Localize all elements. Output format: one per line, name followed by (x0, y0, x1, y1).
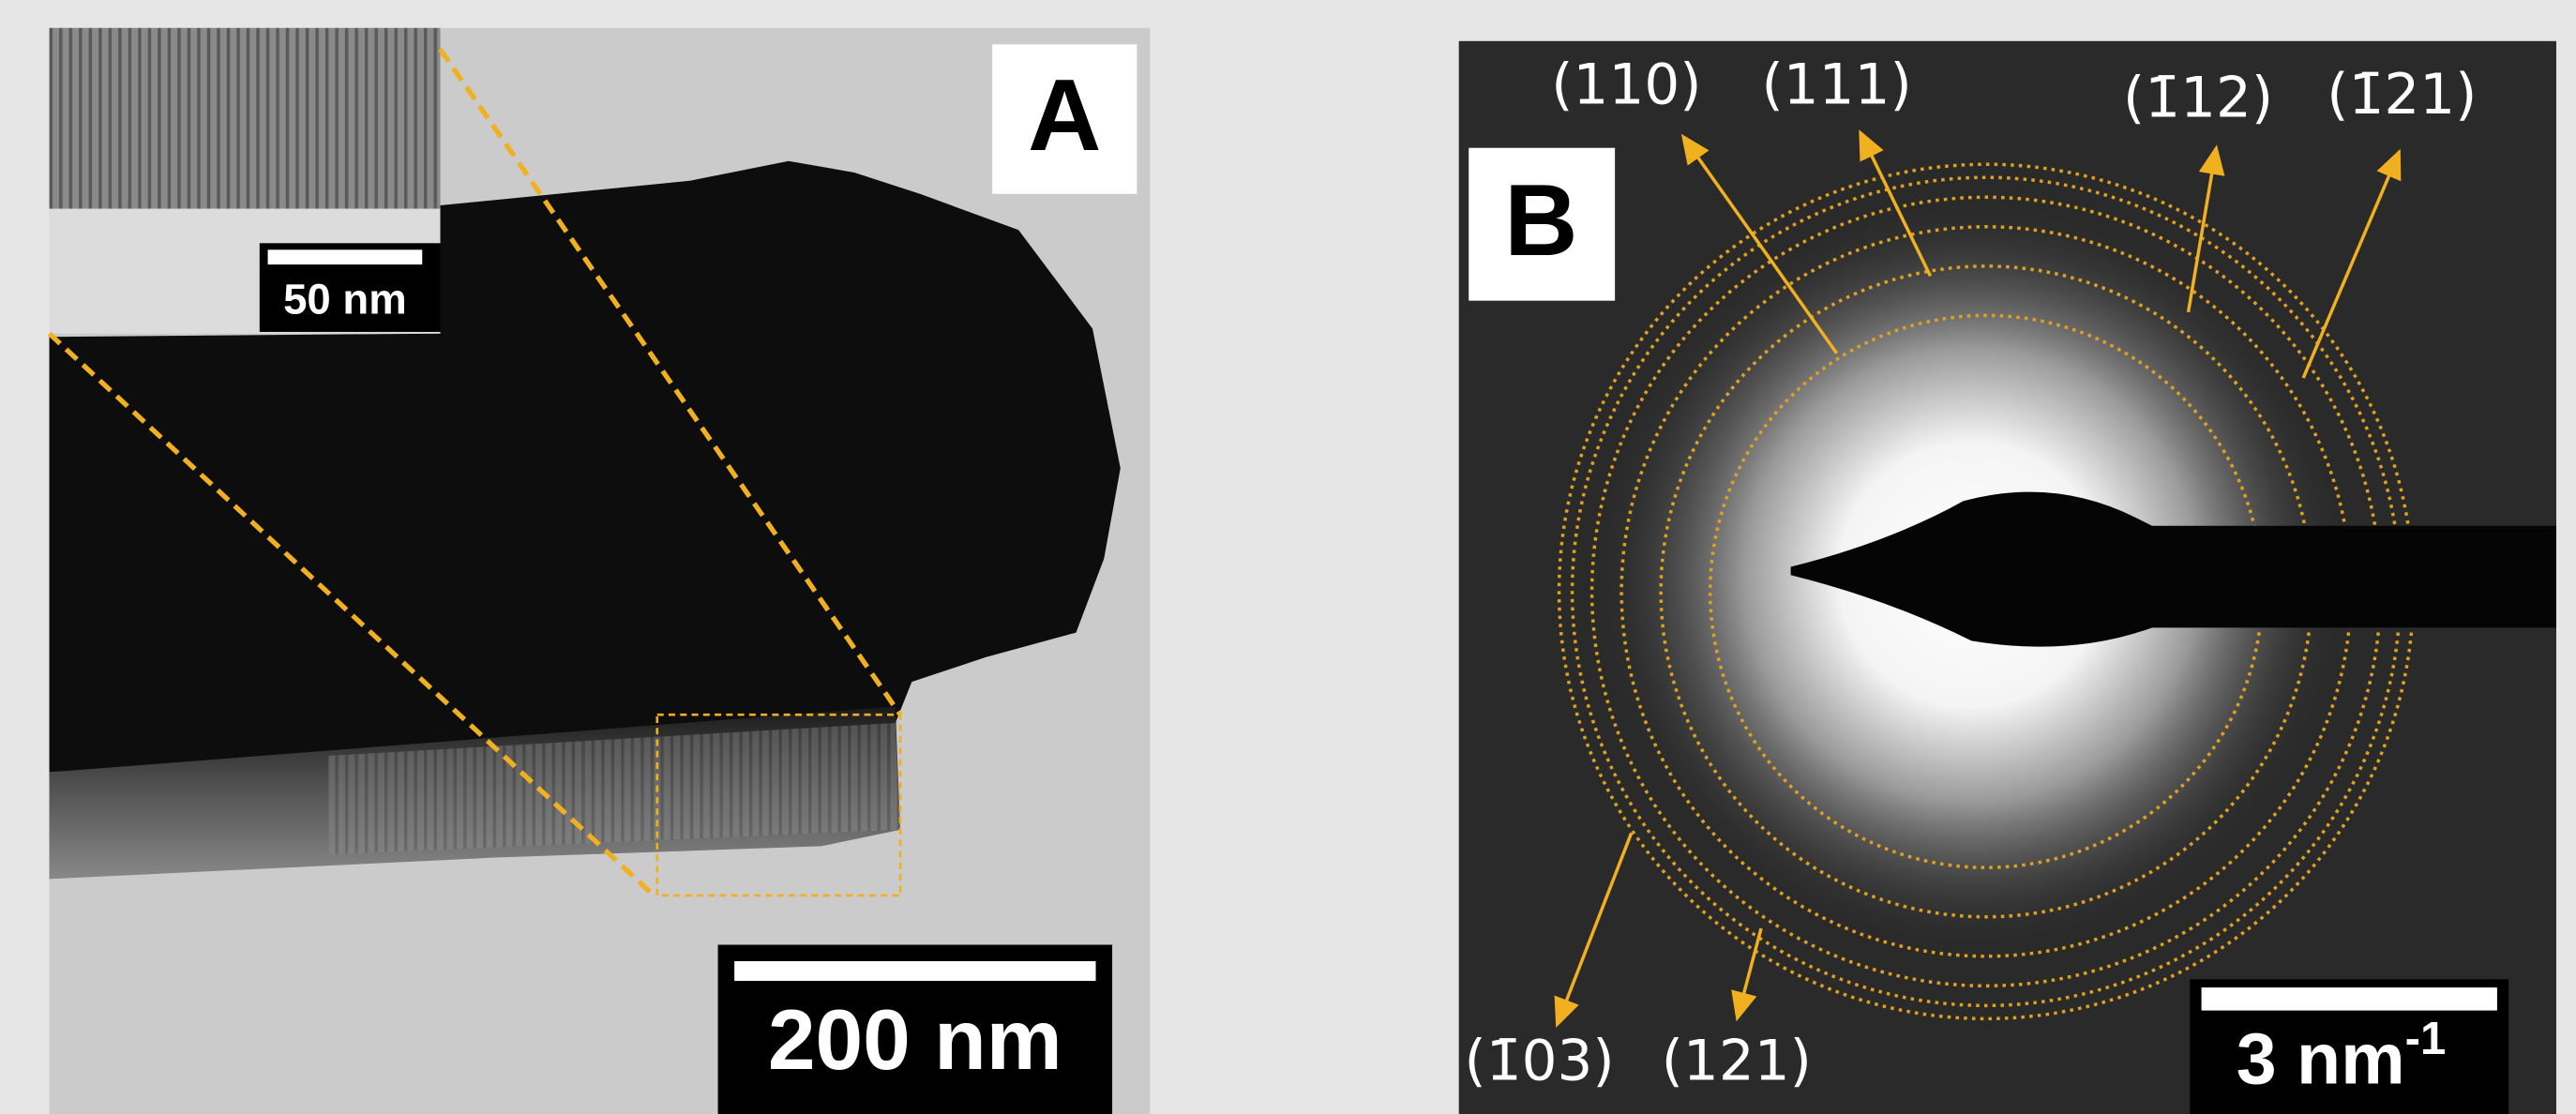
reflection-label: (121) (1662, 1030, 1812, 1094)
panel-a: 50 nm A 200 nm (50, 28, 1151, 1114)
scale-label: 200 nm (768, 993, 1062, 1088)
scale-bar (2202, 987, 2497, 1011)
reflection-label: (1̄21) (2327, 63, 2477, 128)
panel-label: B (1504, 164, 1577, 278)
reflection-label: (1̄12) (2123, 67, 2273, 131)
figure: 50 nm A 200 nm (110) (111) (1̄12) (1̄21)… (0, 0, 2576, 1114)
inset-pores (50, 28, 441, 209)
inset-scale-bar (268, 249, 423, 264)
reflection-label: (111) (1762, 53, 1912, 118)
inset-scale-label: 50 nm (283, 275, 407, 323)
scale-text: 3 nm (2237, 1019, 2405, 1100)
panel-b: (110) (111) (1̄12) (1̄21) (1̄03) (121) B… (1459, 41, 2556, 1114)
scale-bar (734, 961, 1095, 981)
scale-superscript: -1 (2405, 1014, 2447, 1064)
reflection-label: (110) (1551, 53, 1701, 118)
reflection-label: (1̄03) (1464, 1030, 1614, 1094)
panel-label: A (1028, 59, 1101, 173)
